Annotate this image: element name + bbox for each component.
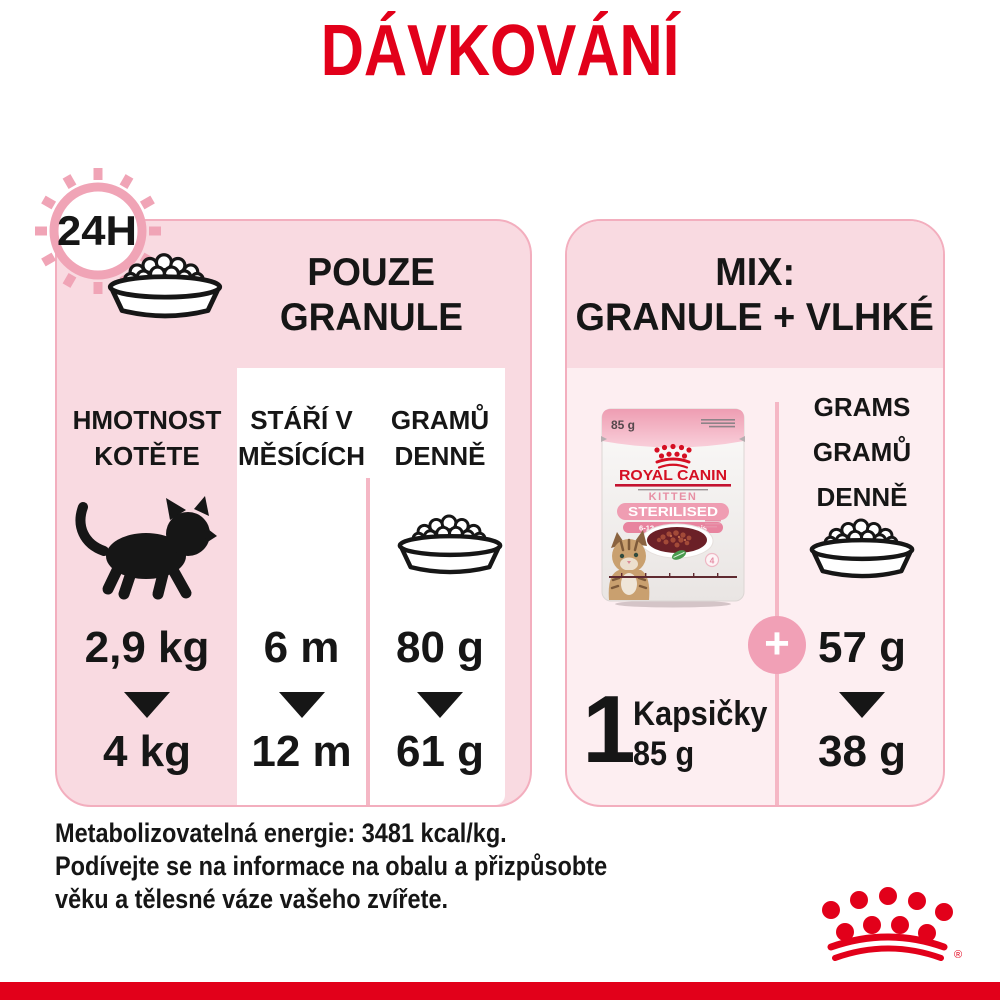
kibble-bowl-icon (391, 506, 509, 587)
brand-red-bar (0, 982, 1000, 1000)
column-header-grams-daily: GRAMS GRAMŮ DENNĚ (812, 392, 912, 512)
pouch-weight-label: 85 g (611, 418, 635, 432)
pouch-unit-label: Kapsičky (633, 695, 768, 733)
footer-advice-line1: Podívejte se na informace na obalu a při… (55, 851, 608, 881)
24h-clock-icon: 24H (35, 168, 161, 294)
age-from-value: 6 m (263, 623, 340, 672)
mix-panel-header-band (567, 221, 943, 368)
clock-label: 24H (57, 207, 137, 254)
royal-canin-crown-logo: ® (822, 887, 962, 961)
right-column-divider (775, 402, 779, 805)
footer-energy-line: Metabolizovatelná energie: 3481 kcal/kg. (55, 818, 507, 848)
plus-icon: + (748, 616, 806, 674)
pouch-crown-icon (654, 443, 692, 469)
dry-food-table-column (237, 368, 505, 805)
tear-notch-icon (601, 436, 607, 442)
page-title: DÁVKOVÁNÍ (320, 11, 680, 91)
column-header-grams: GRAMŮ DENNĚ (390, 405, 490, 471)
pouch-badge: 4 (704, 552, 720, 568)
pouch-kitten-photo (608, 530, 650, 600)
pouch-side-text-lines (705, 520, 721, 528)
column-header-weight: HMOTNOST KOTĚTE (72, 405, 222, 471)
registered-mark: ® (954, 949, 962, 961)
pouch-bottom-seal (609, 573, 737, 578)
left-column-divider (366, 478, 370, 805)
weight-from-value: 2,9 kg (84, 623, 210, 672)
pouch-bowl-photo (640, 523, 714, 559)
column-header-age: STÁŘÍ V MĚSÍCÍCH (237, 405, 366, 471)
pouch-fine-print-lines (701, 419, 735, 428)
down-arrow-icon (417, 692, 463, 718)
down-arrow-icon (124, 692, 170, 718)
pouch-count: 1 (582, 676, 636, 783)
age-to-value: 12 m (251, 727, 352, 776)
mix-grams-from-value: 57 g (817, 623, 907, 672)
grams-from-value: 80 g (395, 623, 485, 672)
pouch-portion-weight: 85 g (633, 735, 695, 773)
pouch-product-label: STERILISED (628, 504, 718, 519)
pouch-product-image: 85 g ROYAL CANIN KITTEN STERILISED 6-12 … (601, 408, 745, 608)
kibble-bowl-icon (100, 244, 230, 332)
mix-grams-to-value: 38 g (817, 727, 907, 776)
down-arrow-icon (839, 692, 885, 718)
weight-to-value: 4 kg (102, 727, 192, 776)
pouch-brand-label: ROYAL CANIN (619, 467, 727, 484)
down-arrow-icon (279, 692, 325, 718)
kibble-bowl-icon (803, 510, 921, 591)
pouch-shadow (615, 600, 731, 608)
svg-text:4: 4 (710, 555, 715, 565)
tear-notch-icon (739, 436, 745, 442)
right-panel-heading: MIX: GRANULE + VLHKÉ (575, 251, 935, 339)
pouch-top-band (602, 409, 744, 448)
kitten-silhouette-icon (75, 496, 217, 600)
grams-to-value: 61 g (395, 727, 485, 776)
footer-advice-line2: věku a tělesné váze vašeho zvířete. (55, 884, 449, 914)
leaf-icon (671, 550, 687, 560)
left-panel-heading: POUZE GRANULE (279, 251, 463, 339)
pouch-range-label: KITTEN (649, 491, 698, 503)
